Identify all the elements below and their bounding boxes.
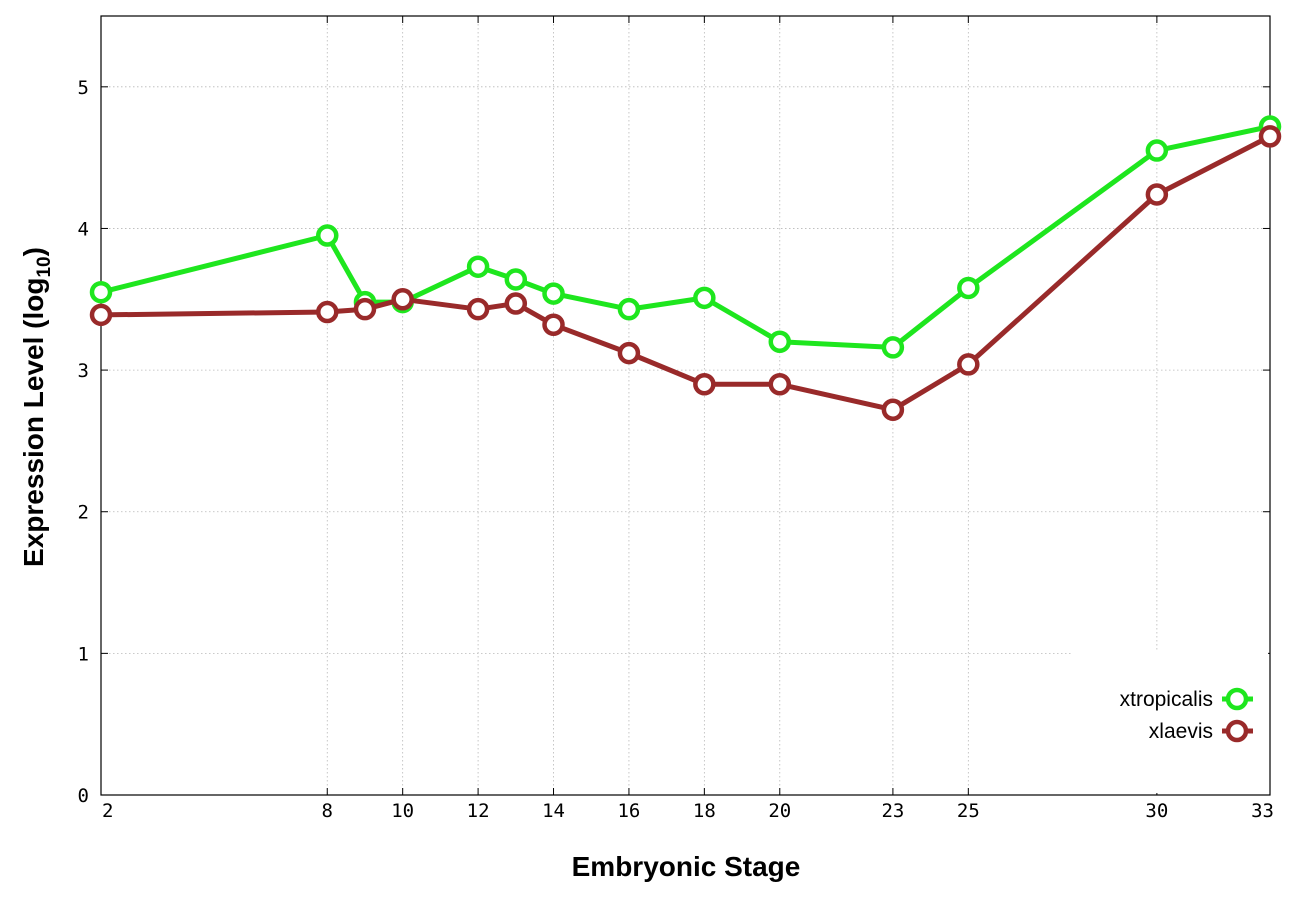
y-axis-label: Expression Level (log10): [18, 247, 55, 567]
data-point-xlaevis: [466, 297, 490, 321]
data-point-xlaevis: [1145, 183, 1169, 206]
x-tick-label: 10: [391, 800, 414, 822]
data-point-xlaevis: [768, 373, 792, 396]
x-axis-label: Embryonic Stage: [572, 851, 801, 882]
data-point-xlaevis: [1258, 125, 1282, 148]
data-point-xtropicalis: [881, 336, 905, 359]
data-point-xlaevis: [504, 292, 528, 315]
y-axis-label-close: ): [18, 247, 49, 256]
data-point-xlaevis: [957, 353, 980, 376]
legend-label-xlaevis: xlaevis: [1149, 720, 1213, 743]
data-point-xtropicalis: [466, 255, 490, 278]
x-tick-label: 2: [102, 800, 113, 822]
legend-swatch-marker: [1225, 687, 1249, 711]
x-tick-label: 14: [542, 800, 565, 822]
legend: xtropicalis xlaevis: [1072, 652, 1268, 793]
series-line-xlaevis: [100, 134, 1272, 413]
data-point-xlaevis: [391, 288, 414, 311]
data-point-xlaevis: [89, 303, 113, 327]
y-tick-label: 3: [78, 360, 89, 382]
plot-frame: [100, 15, 1271, 796]
x-tick-label: 16: [617, 800, 640, 822]
series-layer: [89, 115, 1282, 421]
data-point-xlaevis: [316, 300, 339, 324]
data-point-xtropicalis: [316, 224, 339, 247]
data-point-xtropicalis: [957, 276, 980, 300]
data-point-xtropicalis: [693, 286, 716, 310]
legend-label-xtropicalis: xtropicalis: [1120, 688, 1213, 711]
y-tick-label: 4: [78, 218, 89, 240]
data-point-xlaevis: [693, 373, 716, 396]
x-tick-label: 12: [467, 800, 490, 822]
grid: [101, 16, 1270, 795]
x-tick-label: 18: [693, 800, 716, 822]
y-tick-label: 0: [78, 785, 89, 807]
data-point-xlaevis: [353, 297, 377, 321]
y-tick-label: 5: [78, 77, 89, 99]
data-point-xtropicalis: [1145, 139, 1169, 162]
data-point-xlaevis: [881, 398, 905, 421]
data-point-xlaevis: [542, 313, 565, 337]
y-tick-label: 1: [78, 643, 89, 665]
x-tick-label: 33: [1251, 800, 1274, 822]
x-tick-label: 30: [1145, 800, 1168, 822]
data-point-xtropicalis: [542, 282, 565, 305]
data-point-xlaevis: [617, 341, 641, 365]
x-tick-label: 8: [322, 800, 333, 822]
y-axis-label-main: Expression Level (log: [18, 278, 49, 567]
data-point-xtropicalis: [89, 280, 113, 304]
data-point-xtropicalis: [768, 330, 792, 354]
legend-swatch-marker: [1225, 719, 1249, 743]
data-point-xtropicalis: [617, 297, 641, 321]
y-tick-label: 2: [78, 502, 89, 524]
x-tick-label: 20: [768, 800, 791, 822]
data-point-xtropicalis: [504, 268, 528, 291]
y-axis-label-sub: 10: [34, 256, 55, 277]
x-tick-label: 23: [881, 800, 904, 822]
x-tick-label: 25: [957, 800, 980, 822]
